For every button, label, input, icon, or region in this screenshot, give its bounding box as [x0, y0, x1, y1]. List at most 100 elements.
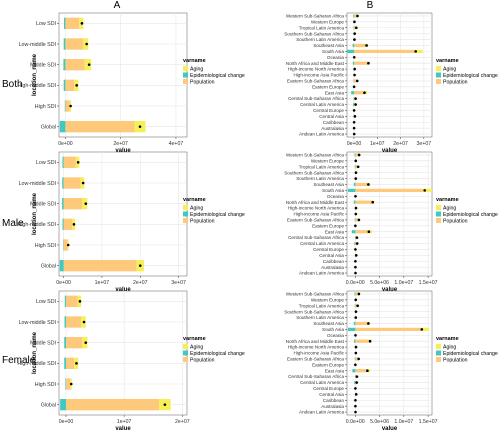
panel-a-male: 0e+00 1e+07 2e+07 3e+07 Global High SDI High-m… — [17, 151, 245, 293]
total-point — [354, 171, 358, 174]
legend-swatch — [183, 211, 188, 217]
legend-title: varname — [436, 336, 459, 342]
bar-population — [65, 336, 83, 349]
y-tick-label: East Asia — [325, 90, 345, 95]
bar-epidemiological-change — [62, 197, 64, 210]
total-point — [353, 115, 357, 118]
total-point — [368, 339, 372, 343]
y-tick-label: Eastern Sub-Saharan Africa — [287, 79, 344, 84]
y-tick-label: Southern Latin America — [296, 315, 344, 320]
x-axis-title: value — [115, 287, 131, 293]
bar-epidemiological-change — [351, 91, 354, 95]
total-point — [357, 357, 360, 361]
total-point — [354, 271, 357, 275]
legend-label: Population — [190, 218, 215, 224]
y-tick-label: Tropical Latin America — [299, 25, 345, 30]
total-point — [354, 224, 357, 228]
legend-label: Epidemiological change — [190, 212, 245, 218]
plot-area — [58, 151, 188, 277]
bar-epidemiological-change — [347, 49, 354, 54]
bar-population — [353, 43, 366, 48]
bar-epidemiological-change — [64, 357, 66, 370]
x-tick-label: 2e+07 — [393, 141, 408, 147]
column-label-a: A — [114, 0, 121, 11]
total-point — [87, 63, 91, 66]
y-tick-label: High-middle SDI — [17, 83, 56, 89]
total-point — [354, 333, 357, 337]
y-tick-label: Central Sub-Saharan Africa — [288, 96, 344, 101]
y-tick-label: Caribbean — [323, 120, 345, 125]
bar-population — [353, 14, 358, 18]
legend-swatch — [183, 72, 188, 78]
y-tick-label: Andean Latin America — [299, 132, 344, 137]
bar-population — [355, 230, 369, 234]
y-tick-label: Central Asia — [319, 253, 344, 258]
bar-aging — [423, 188, 432, 193]
total-point — [356, 165, 360, 169]
y-tick-label: High-income North America — [288, 345, 345, 350]
total-point — [354, 351, 358, 355]
x-tick-label: 1e+07 — [370, 141, 385, 147]
total-point — [76, 161, 80, 164]
bar-population — [63, 156, 76, 169]
row-label-male: Male — [2, 218, 24, 229]
bar-population — [353, 79, 358, 83]
y-tick-label: Middle SDI — [30, 63, 56, 69]
bar-aging — [420, 327, 430, 332]
y-tick-label: Eastern Europe — [312, 223, 344, 228]
bar-population — [65, 17, 80, 30]
y-tick-label: High-income Asia Pacific — [293, 73, 344, 78]
panel-b-male: 0.0e+00 5.0e+06 1.0e+07 1.5e+07 Andean Latin… — [284, 151, 498, 293]
total-point — [366, 369, 369, 373]
bar-epidemiological-change — [64, 316, 66, 328]
bar-aging — [364, 91, 368, 95]
panel-b-female: 0.0e+00 5.0e+06 1.0e+07 1.5e+07 Andean Latin… — [284, 290, 498, 430]
y-axis-title: location_name — [32, 53, 38, 96]
legend-label: Aging — [190, 344, 203, 350]
y-tick-label: Tropical Latin America — [299, 164, 345, 169]
y-tick-label: Southern Sub-Saharan Africa — [284, 309, 344, 314]
total-point — [371, 200, 375, 204]
total-point — [354, 404, 357, 408]
bar-aging — [368, 230, 373, 234]
bar-population — [355, 304, 358, 308]
legend-title: varname — [436, 197, 459, 203]
total-point — [138, 125, 142, 128]
total-point — [367, 230, 371, 234]
bar-population — [355, 182, 368, 187]
legend-swatch — [183, 66, 188, 71]
bar-epidemiological-change — [62, 156, 64, 169]
y-tick-label: Western Europe — [311, 19, 345, 24]
legend-label: Population — [443, 79, 468, 85]
total-point — [356, 14, 359, 18]
total-point — [353, 67, 356, 71]
x-tick-label: 2e+07 — [113, 141, 128, 147]
x-tick-label: 1.0e+07 — [394, 419, 413, 425]
bar-population — [65, 38, 84, 50]
bar-population — [355, 153, 360, 157]
y-tick-label: Caribbean — [323, 398, 345, 403]
total-point — [357, 153, 361, 157]
y-tick-label: Central Europe — [313, 247, 344, 252]
bar-population — [355, 339, 370, 343]
total-point — [367, 322, 370, 325]
y-tick-label: High-income North America — [288, 67, 345, 72]
total-point — [352, 120, 356, 124]
x-tick-label: 1.5e+07 — [419, 419, 438, 425]
bar-epidemiological-change — [62, 177, 64, 189]
legend-label: Population — [443, 357, 468, 363]
bar-epidemiological-change — [354, 380, 356, 385]
y-tick-label: Central Asia — [319, 392, 344, 397]
y-tick-label: Central Sub-Saharan Africa — [288, 374, 344, 379]
y-tick-label: South Asia — [322, 188, 344, 193]
x-axis-title: value — [382, 426, 398, 430]
x-tick-label: 3e+07 — [417, 141, 432, 147]
total-point — [75, 362, 78, 365]
bar-aging — [414, 49, 423, 54]
bar-epidemiological-change — [353, 102, 354, 107]
legend-label: Population — [443, 218, 468, 224]
y-tick-label: Southern Latin America — [296, 37, 344, 42]
total-point — [354, 212, 358, 216]
bar-population — [65, 100, 70, 112]
